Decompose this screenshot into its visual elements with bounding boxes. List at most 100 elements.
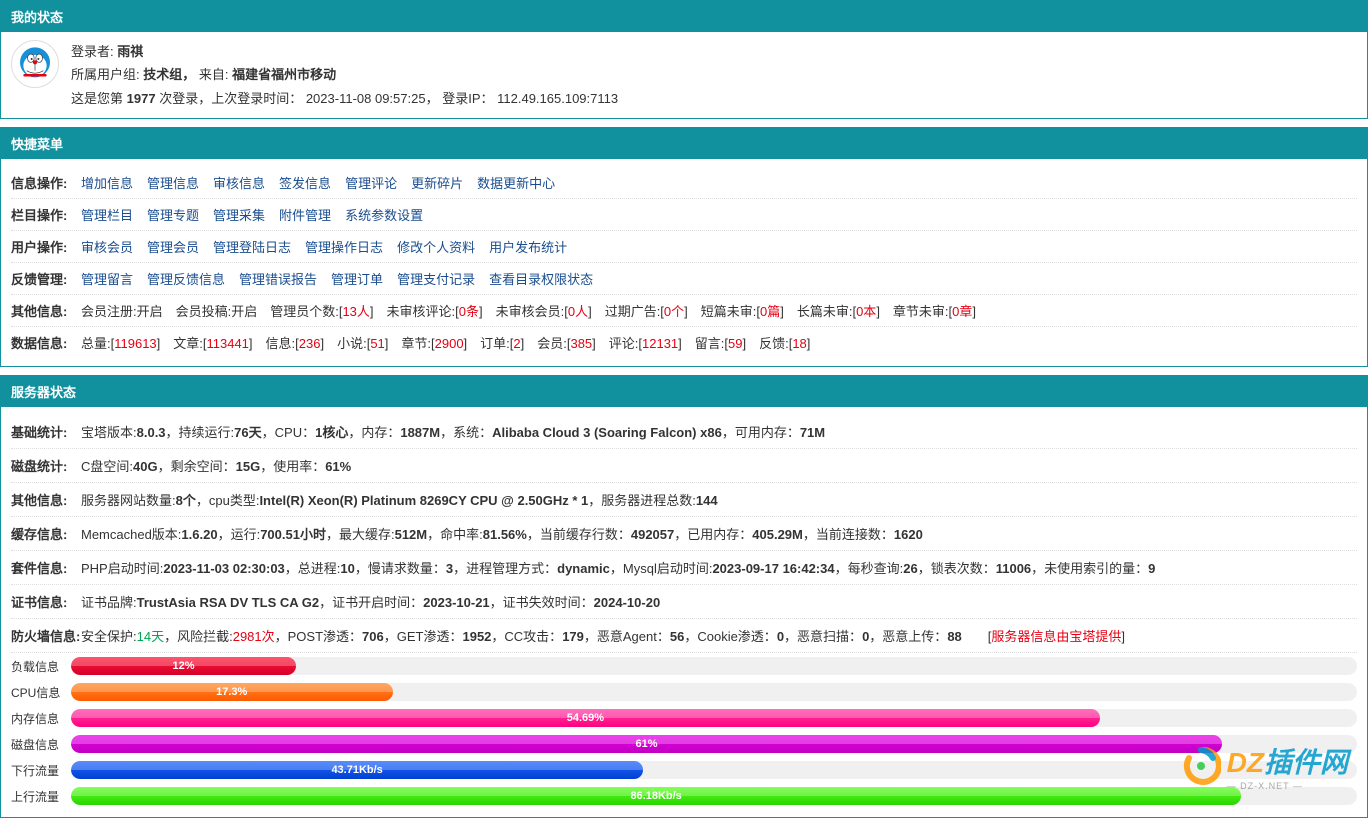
server-row-content: Memcached版本:1.6.20，运行:700.51小时，最大缓存:512M… — [81, 524, 1357, 543]
progress-bar-label: CPU信息 — [11, 684, 71, 701]
menu-link[interactable]: 查看目录权限状态 — [489, 272, 593, 287]
server-row-content: 宝塔版本:8.0.3，持续运行:76天，CPU：1核心，内存：1887M，系统：… — [81, 422, 1357, 441]
quick-menu-panel: 快捷菜单 信息操作:增加信息管理信息审核信息签发信息管理评论更新碎片数据更新中心… — [0, 127, 1368, 367]
server-row: 防火墙信息:安全保护:14天，风险拦截:2981次，POST渗透：706，GET… — [11, 619, 1357, 653]
menu-link[interactable]: 管理操作日志 — [305, 240, 383, 255]
watermark-text: DZ插件网 — [1227, 741, 1348, 781]
progress-bar-container: 17.3% — [71, 683, 1357, 701]
menu-link[interactable]: 管理登陆日志 — [213, 240, 291, 255]
menu-link[interactable]: 管理评论 — [345, 176, 397, 191]
progress-bar-row: CPU信息 17.3% — [11, 679, 1357, 705]
info-row-label: 其他信息: — [11, 301, 81, 320]
progress-bar-text: 17.3% — [216, 686, 247, 698]
menu-link[interactable]: 增加信息 — [81, 176, 133, 191]
progress-bar-container: 54.69% — [71, 709, 1357, 727]
menu-link[interactable]: 修改个人资料 — [397, 240, 475, 255]
login-count-line: 这是您第 1977 次登录，上次登录时间： 2023-11-08 09:57:2… — [71, 87, 618, 110]
menu-link[interactable]: 签发信息 — [279, 176, 331, 191]
menu-link[interactable]: 附件管理 — [279, 208, 331, 223]
progress-bar-row: 负载信息12% — [11, 653, 1357, 679]
menu-link[interactable]: 数据更新中心 — [477, 176, 555, 191]
progress-bar-container: 61% — [71, 735, 1357, 753]
server-panel: 服务器状态 基础统计:宝塔版本:8.0.3，持续运行:76天，CPU：1核心，内… — [0, 375, 1368, 818]
menu-links: 管理栏目管理专题管理采集附件管理系统参数设置 — [81, 205, 437, 224]
info-row: 其他信息:会员注册:开启 会员投稿:开启 管理员个数:[13人] 未审核评论:[… — [11, 295, 1357, 327]
menu-row-label: 用户操作: — [11, 237, 81, 256]
server-row: 其他信息:服务器网站数量:8个，cpu类型:Intel(R) Xeon(R) P… — [11, 483, 1357, 517]
menu-link[interactable]: 更新碎片 — [411, 176, 463, 191]
menu-link[interactable]: 系统参数设置 — [345, 208, 423, 223]
server-row-content: 安全保护:14天，风险拦截:2981次，POST渗透：706，GET渗透：195… — [81, 626, 1357, 645]
progress-bar-label: 磁盘信息 — [11, 736, 71, 753]
menu-link[interactable]: 管理会员 — [147, 240, 199, 255]
menu-link[interactable]: 管理错误报告 — [239, 272, 317, 287]
menu-link[interactable]: 审核信息 — [213, 176, 265, 191]
server-row: 磁盘统计:C盘空间:40G，剩余空间：15G，使用率：61% — [11, 449, 1357, 483]
progress-bar-row: 磁盘信息61% — [11, 731, 1357, 757]
progress-bar-container: 12% — [71, 657, 1357, 675]
menu-link[interactable]: 管理留言 — [81, 272, 133, 287]
login-line: 登录者: 雨祺 — [71, 40, 618, 63]
server-row: 证书信息:证书品牌:TrustAsia RSA DV TLS CA G2，证书开… — [11, 585, 1357, 619]
menu-row-label: 栏目操作: — [11, 205, 81, 224]
progress-bar-row: 上行流量 86.18Kb/s — [11, 783, 1357, 809]
menu-link[interactable]: 管理支付记录 — [397, 272, 475, 287]
server-row-label: 套件信息: — [11, 558, 81, 577]
info-link[interactable]: 服务器信息由宝塔提供 — [991, 629, 1121, 644]
watermark-sub: — DZ-X.NET — — [1227, 781, 1348, 791]
menu-link[interactable]: 管理订单 — [331, 272, 383, 287]
group-line: 所属用户组: 技术组， 来自: 福建省福州市移动 — [71, 63, 618, 86]
status-panel-title: 我的状态 — [1, 1, 1367, 32]
progress-bar-label: 下行流量 — [11, 762, 71, 779]
last-login-time: 2023-11-08 09:57:25， — [306, 91, 439, 106]
server-row-label: 基础统计: — [11, 422, 81, 441]
doraemon-icon — [15, 44, 55, 84]
menu-link[interactable]: 用户发布统计 — [489, 240, 567, 255]
progress-bar-fill: 43.71Kb/s — [71, 761, 643, 779]
progress-bar-fill: 12% — [71, 657, 296, 675]
quick-menu-title: 快捷菜单 — [1, 128, 1367, 159]
server-row: 基础统计:宝塔版本:8.0.3，持续运行:76天，CPU：1核心，内存：1887… — [11, 415, 1357, 449]
progress-bar-container: 86.18Kb/s — [71, 787, 1357, 805]
from-value: 福建省福州市移动 — [232, 67, 336, 82]
server-row-label: 防火墙信息: — [11, 626, 81, 645]
server-row-content: C盘空间:40G，剩余空间：15G，使用率：61% — [81, 456, 1357, 475]
server-panel-title: 服务器状态 — [1, 376, 1367, 407]
menu-row: 栏目操作:管理栏目管理专题管理采集附件管理系统参数设置 — [11, 199, 1357, 231]
progress-bar-fill: 61% — [71, 735, 1222, 753]
menu-link[interactable]: 管理反馈信息 — [147, 272, 225, 287]
menu-row-label: 反馈管理: — [11, 269, 81, 288]
menu-link[interactable]: 审核会员 — [81, 240, 133, 255]
progress-bar-text: 54.69% — [567, 712, 604, 724]
server-row-label: 其他信息: — [11, 490, 81, 509]
info-row: 数据信息:总量:[119613] 文章:[113441] 信息:[236] 小说… — [11, 327, 1357, 358]
user-row: 登录者: 雨祺 所属用户组: 技术组， 来自: 福建省福州市移动 这是您第 19… — [11, 40, 1357, 110]
progress-bar-label: 上行流量 — [11, 788, 71, 805]
menu-link[interactable]: 管理采集 — [213, 208, 265, 223]
server-row: 套件信息:PHP启动时间:2023-11-03 02:30:03，总进程:10，… — [11, 551, 1357, 585]
menu-link[interactable]: 管理信息 — [147, 176, 199, 191]
server-row-content: PHP启动时间:2023-11-03 02:30:03，总进程:10，慢请求数量… — [81, 558, 1357, 577]
menu-link[interactable]: 管理栏目 — [81, 208, 133, 223]
menu-link[interactable]: 管理专题 — [147, 208, 199, 223]
info-row-content: 总量:[119613] 文章:[113441] 信息:[236] 小说:[51]… — [81, 333, 810, 352]
menu-links: 管理留言管理反馈信息管理错误报告管理订单管理支付记录查看目录权限状态 — [81, 269, 607, 288]
progress-bar-row: 内存信息 54.69% — [11, 705, 1357, 731]
progress-bar-label: 内存信息 — [11, 710, 71, 727]
server-row-label: 证书信息: — [11, 592, 81, 611]
menu-links: 增加信息管理信息审核信息签发信息管理评论更新碎片数据更新中心 — [81, 173, 569, 192]
server-row-content: 服务器网站数量:8个，cpu类型:Intel(R) Xeon(R) Platin… — [81, 490, 1357, 509]
menu-row-label: 信息操作: — [11, 173, 81, 192]
progress-bar-text: 86.18Kb/s — [630, 790, 681, 802]
login-ip: 112.49.165.109:7113 — [497, 91, 618, 106]
progress-bar-fill: 54.69% — [71, 709, 1100, 727]
server-row-content: 证书品牌:TrustAsia RSA DV TLS CA G2，证书开启时间：2… — [81, 592, 1357, 611]
server-row-label: 磁盘统计: — [11, 456, 81, 475]
menu-links: 审核会员管理会员管理登陆日志管理操作日志修改个人资料用户发布统计 — [81, 237, 581, 256]
watermark-icon — [1181, 746, 1221, 786]
info-row-label: 数据信息: — [11, 333, 81, 352]
avatar — [11, 40, 59, 88]
status-panel: 我的状态 登录者: 雨祺 — [0, 0, 1368, 119]
progress-bar-row: 下行流量43.71Kb/s — [11, 757, 1357, 783]
progress-bar-fill: 86.18Kb/s — [71, 787, 1241, 805]
